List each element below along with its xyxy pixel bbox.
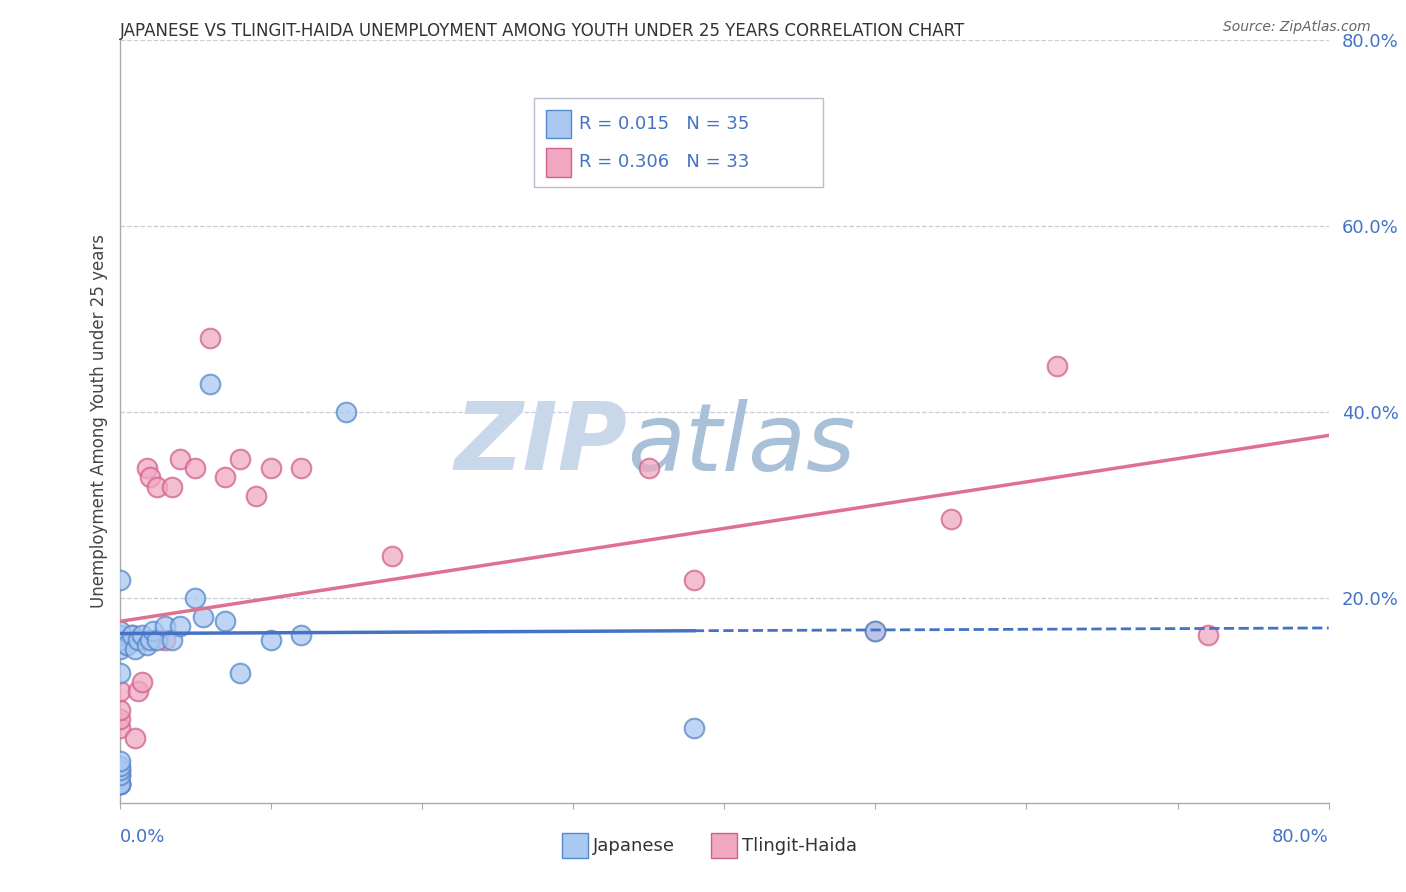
Point xyxy=(169,451,191,466)
Point xyxy=(169,619,191,633)
Point xyxy=(135,638,157,652)
Point xyxy=(637,461,659,475)
Point xyxy=(121,628,143,642)
Point xyxy=(108,777,131,791)
Point xyxy=(229,665,252,680)
Point xyxy=(108,684,131,698)
Point xyxy=(108,777,131,791)
Point xyxy=(229,451,252,466)
Point xyxy=(108,758,131,772)
Point xyxy=(682,573,704,587)
Point xyxy=(127,633,149,648)
Point xyxy=(108,624,131,638)
Point xyxy=(108,777,131,791)
Point xyxy=(184,591,207,606)
Point xyxy=(259,461,281,475)
Point xyxy=(124,642,146,657)
Point xyxy=(108,642,131,657)
Point xyxy=(380,549,402,564)
Point xyxy=(162,633,184,648)
Point xyxy=(138,470,162,484)
Text: R = 0.306   N = 33: R = 0.306 N = 33 xyxy=(579,153,749,171)
Text: 0.0%: 0.0% xyxy=(120,828,165,846)
Y-axis label: Unemployment Among Youth under 25 years: Unemployment Among Youth under 25 years xyxy=(90,235,108,608)
Point xyxy=(146,479,169,493)
Point xyxy=(121,628,143,642)
Point xyxy=(863,624,886,638)
Point xyxy=(115,638,138,652)
Point xyxy=(108,722,131,736)
Point xyxy=(200,331,222,345)
Point xyxy=(108,754,131,768)
Point xyxy=(108,633,131,648)
Point xyxy=(259,633,281,648)
Point xyxy=(184,461,207,475)
Point xyxy=(108,712,131,726)
Point xyxy=(200,377,222,392)
Text: 80.0%: 80.0% xyxy=(1272,828,1329,846)
Point xyxy=(127,684,149,698)
Point xyxy=(153,633,176,648)
Point xyxy=(290,628,312,642)
Point xyxy=(1045,359,1069,373)
Point xyxy=(135,461,157,475)
Point xyxy=(108,768,131,782)
Point xyxy=(214,470,236,484)
Point xyxy=(162,479,184,493)
Point xyxy=(108,628,131,642)
Point xyxy=(1197,628,1219,642)
Point xyxy=(115,638,138,652)
Point xyxy=(146,633,169,648)
Point xyxy=(108,764,131,778)
Point xyxy=(142,624,165,638)
Point xyxy=(335,405,357,419)
Text: atlas: atlas xyxy=(627,399,856,490)
Point xyxy=(108,633,131,648)
Point xyxy=(939,512,962,526)
Point xyxy=(138,633,162,648)
Text: ZIP: ZIP xyxy=(454,399,627,491)
Point xyxy=(682,722,704,736)
Point xyxy=(214,615,236,629)
Text: JAPANESE VS TLINGIT-HAIDA UNEMPLOYMENT AMONG YOUTH UNDER 25 YEARS CORRELATION CH: JAPANESE VS TLINGIT-HAIDA UNEMPLOYMENT A… xyxy=(120,22,965,40)
Point xyxy=(131,674,153,689)
Text: Tlingit-Haida: Tlingit-Haida xyxy=(742,837,858,855)
Point xyxy=(191,609,214,624)
Point xyxy=(863,624,886,638)
Point xyxy=(153,619,176,633)
Point xyxy=(108,764,131,778)
Text: Japanese: Japanese xyxy=(593,837,675,855)
Point xyxy=(245,489,267,503)
Text: Source: ZipAtlas.com: Source: ZipAtlas.com xyxy=(1223,20,1371,34)
Text: R = 0.015   N = 35: R = 0.015 N = 35 xyxy=(579,115,749,133)
Point xyxy=(131,628,153,642)
Point xyxy=(108,777,131,791)
Point xyxy=(108,573,131,587)
Point xyxy=(108,665,131,680)
Point xyxy=(108,703,131,717)
Point xyxy=(290,461,312,475)
Point xyxy=(108,768,131,782)
Point xyxy=(124,731,146,745)
